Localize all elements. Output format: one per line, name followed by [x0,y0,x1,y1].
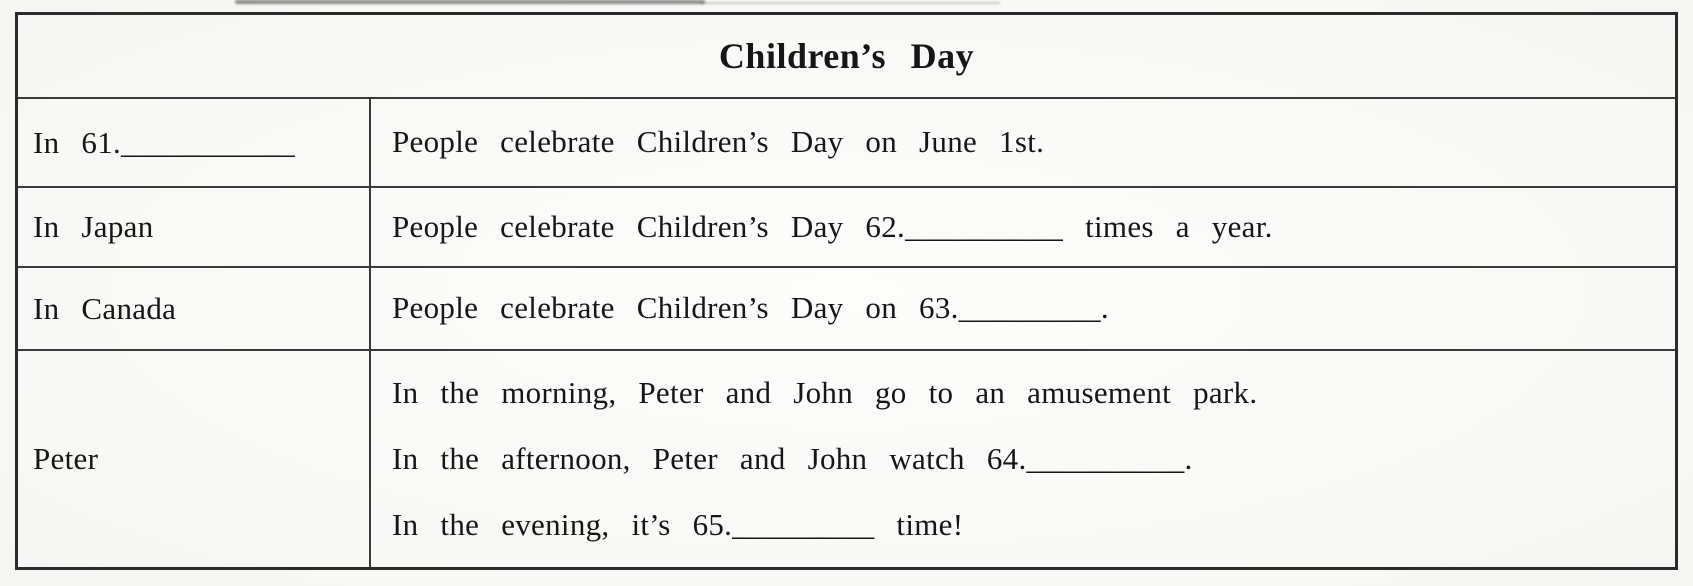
row-label-peter: Peter [18,351,371,567]
table-row-japan: In Japan People celebrate Children’s Day… [18,188,1675,268]
sentence-times-a-year: People celebrate Children’s Day 62._____… [392,208,1273,244]
table-title: Children’s Day [718,36,975,76]
sentence-june-1st: People celebrate Children’s Day on June … [392,124,1045,160]
sentence-on-63: People celebrate Children’s Day on 63.__… [392,290,1109,326]
row-label-in-61: In 61.___________ [18,99,371,186]
scan-artifact [235,0,705,4]
sentence-afternoon: In the afternoon, Peter and John watch 6… [392,441,1193,476]
scan-artifact [700,2,1000,4]
row-content: In the morning, Peter and John go to an … [371,351,1675,567]
row-label-in-canada: In Canada [18,268,371,349]
table-title-row: Children’s Day [18,15,1675,99]
childrens-day-table: Children’s Day In 61.___________ People … [15,12,1678,570]
table-row-canada: In Canada People celebrate Children’s Da… [18,268,1675,351]
row-content: People celebrate Children’s Day on June … [371,99,1675,186]
row-label-in-japan: In Japan [18,188,371,266]
row-content: People celebrate Children’s Day on 63.__… [371,268,1675,349]
table-row-peter: Peter In the morning, Peter and John go … [18,351,1675,567]
sentence-morning: In the morning, Peter and John go to an … [392,375,1258,410]
table-row-where-61: In 61.___________ People celebrate Child… [18,99,1675,188]
sentence-evening: In the evening, it’s 65._________ time! [392,507,964,542]
row-content: People celebrate Children’s Day 62._____… [371,188,1675,266]
